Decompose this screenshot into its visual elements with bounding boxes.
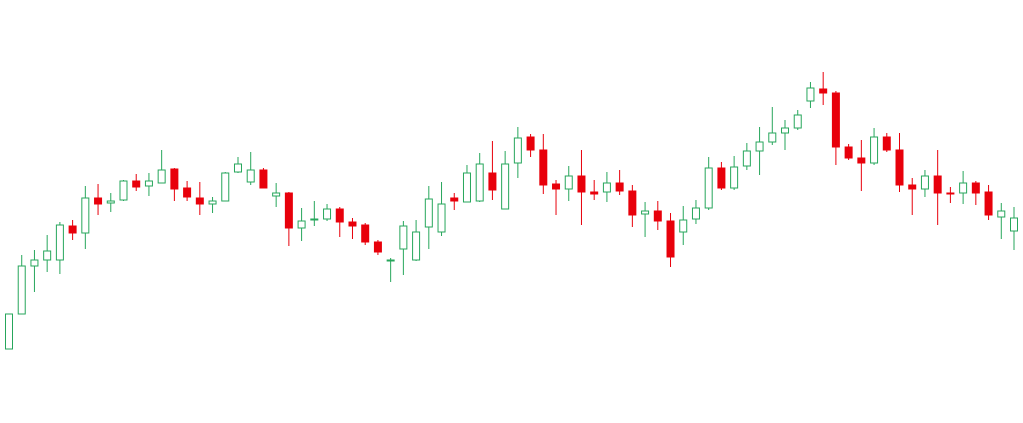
candle-body (259, 169, 268, 189)
candle-body (691, 207, 700, 220)
candle-body (437, 203, 446, 233)
candle-body (335, 208, 344, 223)
candle-body (208, 200, 217, 205)
candle-body (1010, 217, 1018, 232)
candle-body (170, 168, 179, 190)
candle-body (462, 172, 471, 203)
candle-body (399, 225, 408, 250)
candle-body (984, 191, 993, 216)
candle-body (5, 313, 13, 350)
candle-body (106, 200, 115, 204)
candle-body (501, 163, 510, 210)
candle-body (348, 221, 357, 227)
candle-body (373, 241, 382, 253)
candle-body (144, 180, 153, 187)
candle-body (666, 220, 675, 258)
candle-body (920, 175, 929, 190)
candle-body (17, 265, 26, 315)
candle-body (895, 149, 904, 186)
candle-body (781, 127, 790, 134)
candle-body (526, 136, 535, 151)
candle-body (68, 225, 77, 234)
candle-body (959, 182, 968, 194)
candle-body (475, 163, 484, 202)
candle-body (946, 192, 955, 195)
candle-body (30, 259, 39, 267)
candle-body (246, 169, 255, 183)
candle-body (284, 192, 293, 229)
candle-body (641, 210, 650, 215)
candle-body (297, 220, 306, 229)
candle-body (602, 182, 611, 193)
candle-body (55, 224, 64, 261)
candle-body (704, 167, 713, 209)
candle-body (844, 146, 853, 159)
candle-body (361, 224, 370, 243)
candle-body (221, 172, 230, 202)
candle-body (539, 149, 548, 186)
candle-body (81, 197, 90, 234)
candle-body (870, 136, 879, 164)
candle-body (272, 192, 281, 197)
candle-body (806, 87, 815, 102)
candle-body (323, 208, 332, 220)
candle-body (933, 175, 942, 194)
candle-body (386, 259, 395, 262)
candle-body (564, 175, 573, 190)
candle-body (94, 197, 103, 205)
candle-body (742, 150, 751, 167)
candle-body (831, 92, 840, 148)
candle-body (615, 182, 624, 192)
candle-body (717, 167, 726, 189)
candle-body (971, 182, 980, 194)
candle-body (793, 114, 802, 129)
candle-body (882, 136, 891, 151)
candle-body (488, 172, 497, 191)
candle-body (653, 210, 662, 222)
candle-body (577, 175, 586, 193)
candle-body (768, 132, 777, 143)
candle-body (552, 183, 561, 190)
candle-body (43, 250, 52, 261)
candle-body (730, 166, 739, 189)
candle-body (412, 231, 421, 261)
candle-body (755, 141, 764, 152)
candle-body (819, 88, 828, 94)
candle-body (857, 157, 866, 164)
candle-body (183, 187, 192, 198)
candle-body (119, 180, 128, 201)
candle-body (513, 137, 522, 164)
candle-body (450, 197, 459, 202)
candle-body (132, 180, 141, 188)
candle-body (679, 219, 688, 233)
candle-body (590, 191, 599, 195)
candle-body (424, 198, 433, 228)
candle-body (908, 184, 917, 190)
candle-body (195, 197, 204, 205)
candle-body (628, 190, 637, 216)
candle-body (997, 210, 1006, 218)
candle-body (233, 163, 242, 173)
candle-body (310, 218, 319, 221)
candle-body (157, 169, 166, 184)
